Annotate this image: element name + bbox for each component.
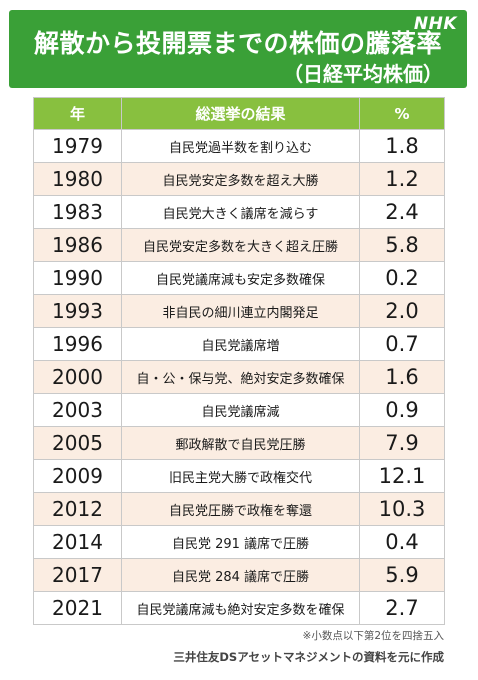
year-cell: 2005: [33, 426, 122, 460]
table-row: 2017 自民党 284 議席で圧勝 5.9: [33, 558, 445, 592]
table-row: 1993 非自民の細川連立内閣発足 2.0: [33, 294, 445, 328]
percent-cell: 5.9: [359, 558, 445, 592]
rounding-note: ※小数点以下第2位を四捨五入: [302, 630, 444, 642]
table-row: 1983 自民党大きく議席を減らす 2.4: [33, 195, 445, 229]
table-row: 1996 自民党議席増 0.7: [33, 327, 445, 361]
table-row: 2000 自・公・保与党、絶対安定多数確保 1.6: [33, 360, 445, 394]
result-cell: 自民党圧勝で政権を奪還: [121, 492, 360, 526]
percent-cell: 2.4: [359, 195, 445, 229]
percent-cell: 1.2: [359, 162, 445, 196]
table-row: 2009 旧民主党大勝で政権交代 12.1: [33, 459, 445, 493]
percent-cell: 10.3: [359, 492, 445, 526]
table-row: 2014 自民党 291 議席で圧勝 0.4: [33, 525, 445, 559]
result-cell: 自・公・保与党、絶対安定多数確保: [121, 360, 360, 394]
percent-cell: 1.8: [359, 129, 445, 163]
result-cell: 自民党安定多数を大きく超え圧勝: [121, 228, 360, 262]
results-table: 年 総選挙の結果 % 1979 自民党過半数を割り込む 1.8 1980 自民党…: [33, 97, 445, 625]
page-title: 解散から投開票までの株価の騰落率: [33, 29, 442, 58]
table-row: 1986 自民党安定多数を大きく超え圧勝 5.8: [33, 228, 445, 262]
header-row: 年 総選挙の結果 %: [33, 97, 445, 130]
result-cell: 自民党 284 議席で圧勝: [121, 558, 360, 592]
result-cell: 自民党 291 議席で圧勝: [121, 525, 360, 559]
result-cell: 自民党議席減も安定多数確保: [121, 261, 360, 295]
percent-cell: 2.7: [359, 591, 445, 625]
result-cell: 自民党過半数を割り込む: [121, 129, 360, 163]
table-body: 1979 自民党過半数を割り込む 1.8 1980 自民党安定多数を超え大勝 1…: [33, 129, 445, 625]
result-cell: 自民党安定多数を超え大勝: [121, 162, 360, 196]
year-cell: 1980: [33, 162, 122, 196]
year-cell: 1990: [33, 261, 122, 295]
percent-cell: 0.4: [359, 525, 445, 559]
year-cell: 1993: [33, 294, 122, 328]
year-cell: 1979: [33, 129, 122, 163]
table-row: 2021 自民党議席減も絶対安定多数を確保 2.7: [33, 591, 445, 625]
table-row: 1990 自民党議席減も安定多数確保 0.2: [33, 261, 445, 295]
table-row: 1979 自民党過半数を割り込む 1.8: [33, 129, 445, 163]
percent-cell: 12.1: [359, 459, 445, 493]
percent-cell: 5.8: [359, 228, 445, 262]
column-header-percent: %: [359, 97, 445, 130]
table-header: 年 総選挙の結果 %: [33, 97, 445, 130]
year-cell: 2014: [33, 525, 122, 559]
year-cell: 1986: [33, 228, 122, 262]
source-note: 三井住友DSアセットマネジメントの資料を元に作成: [173, 650, 444, 664]
percent-cell: 0.7: [359, 327, 445, 361]
year-cell: 2000: [33, 360, 122, 394]
year-cell: 2012: [33, 492, 122, 526]
percent-cell: 1.6: [359, 360, 445, 394]
result-cell: 自民党議席増: [121, 327, 360, 361]
title-banner: NHK 解散から投開票までの株価の騰落率 （日経平均株価）: [9, 10, 467, 88]
result-cell: 自民党大きく議席を減らす: [121, 195, 360, 229]
percent-cell: 7.9: [359, 426, 445, 460]
result-cell: 旧民主党大勝で政権交代: [121, 459, 360, 493]
table-row: 2003 自民党議席減 0.9: [33, 393, 445, 427]
table-row: 1980 自民党安定多数を超え大勝 1.2: [33, 162, 445, 196]
result-cell: 非自民の細川連立内閣発足: [121, 294, 360, 328]
year-cell: 1983: [33, 195, 122, 229]
year-cell: 2009: [33, 459, 122, 493]
nhk-logo: NHK: [413, 14, 457, 34]
result-cell: 郵政解散で自民党圧勝: [121, 426, 360, 460]
table-row: 2012 自民党圧勝で政権を奪還 10.3: [33, 492, 445, 526]
percent-cell: 0.2: [359, 261, 445, 295]
page-subtitle: （日経平均株価）: [283, 62, 443, 86]
percent-cell: 2.0: [359, 294, 445, 328]
year-cell: 2021: [33, 591, 122, 625]
year-cell: 2003: [33, 393, 122, 427]
percent-cell: 0.9: [359, 393, 445, 427]
year-cell: 2017: [33, 558, 122, 592]
result-cell: 自民党議席減も絶対安定多数を確保: [121, 591, 360, 625]
year-cell: 1996: [33, 327, 122, 361]
column-header-year: 年: [33, 97, 122, 130]
result-cell: 自民党議席減: [121, 393, 360, 427]
column-header-result: 総選挙の結果: [121, 97, 360, 130]
table-row: 2005 郵政解散で自民党圧勝 7.9: [33, 426, 445, 460]
